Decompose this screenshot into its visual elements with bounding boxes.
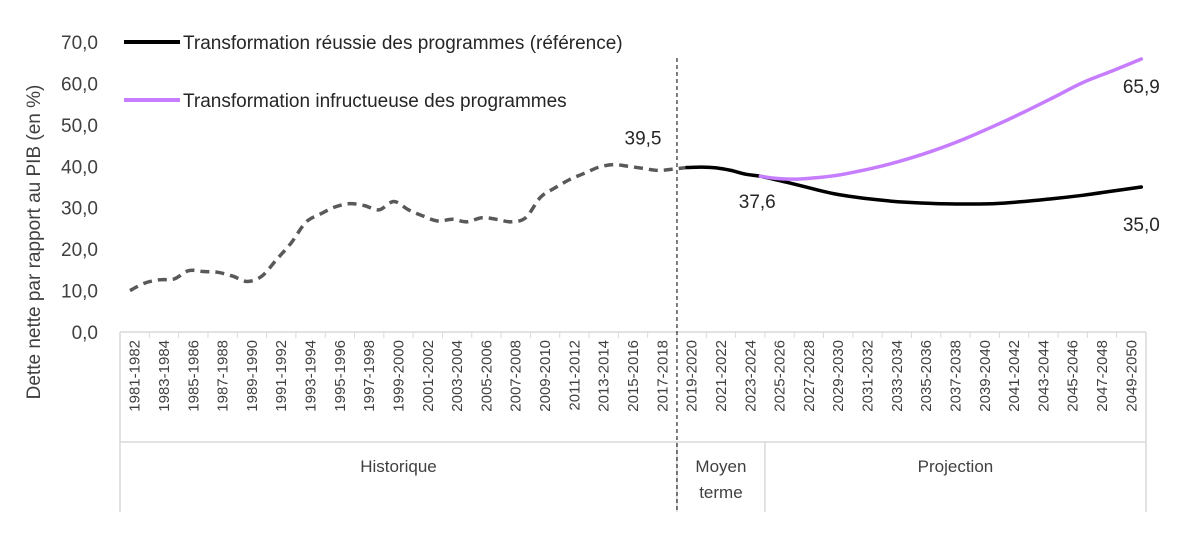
x-tick-label: 2047-2048 [1094,340,1111,412]
x-tick-label: 1993-1994 [303,340,320,412]
series-line-unsuccessful [758,57,1144,181]
data-label: 39,5 [625,128,662,149]
x-axis-groups: Historique Moyen terme Projection [120,58,1146,512]
x-tick-label: 2033-2034 [889,340,906,412]
x-tick-label: 2009-2010 [537,340,554,412]
y-tick-label: 60,0 [61,74,98,95]
legend-label: Transformation infructueuse des programm… [183,91,567,112]
x-tick-label: 1991-1992 [273,340,290,412]
x-tick-label: 2037-2038 [947,340,964,412]
x-tick-label: 2031-2032 [860,340,877,412]
y-tick-label: 20,0 [61,240,98,261]
y-tick-label: 30,0 [61,199,98,220]
y-tick-label: 40,0 [61,157,98,178]
y-tick-label: 0,0 [72,323,98,344]
x-tick-label: 2001-2002 [420,340,437,412]
y-tick-label: 10,0 [61,282,98,303]
x-tick-label: 2025-2026 [772,340,789,412]
y-tick-label: 70,0 [61,33,98,54]
x-tick-label: 2045-2046 [1065,340,1082,412]
x-tick-label: 2019-2020 [684,340,701,412]
x-tick-label: 2043-2044 [1035,340,1052,412]
legend: Transformation réussie des programmes (r… [124,33,623,112]
x-tick-label: 2027-2028 [801,340,818,412]
x-tick-label: 2013-2014 [596,340,613,412]
x-tick-label: 2011-2012 [566,340,583,411]
y-axis: 0,0 10,0 20,0 30,0 40,0 50,0 60,0 70,0 [61,33,98,344]
x-tick-label: 2021-2022 [713,340,730,412]
data-label: 35,0 [1123,215,1160,236]
group-label: Historique [360,457,437,476]
x-tick-label: 2029-2030 [830,340,847,412]
x-tick-label: 2017-2018 [654,340,671,412]
x-tick-label: 1983-1984 [156,340,173,412]
series-lines [129,57,1144,293]
x-tick-label: 2041-2042 [1006,340,1023,412]
x-tick-label: 1995-1996 [332,340,349,412]
x-tick-label: 1989-1990 [244,340,261,412]
series-line-reference [685,165,1144,206]
y-axis-label: Dette nette par rapport au PIB (en %) [24,85,45,400]
x-tick-label: 2003-2004 [449,340,466,412]
group-label: terme [699,483,742,502]
historical-line [129,162,688,293]
data-label: 37,6 [739,192,776,213]
x-tick-label: 2035-2036 [918,340,935,412]
x-tick-label: 2049-2050 [1123,340,1140,412]
x-axis: 1981-1982 1983-1984 1985-1986 1987-1988 1989… [127,332,1140,412]
group-label: Projection [918,457,994,476]
x-tick-label: 1987-1988 [215,340,232,412]
axes-frame [119,331,1147,512]
x-tick-label: 1985-1986 [185,340,202,412]
x-tick-label: 1997-1998 [361,340,378,412]
x-tick-label: 2023-2024 [742,340,759,412]
x-tick-label: 1981-1982 [127,340,144,412]
group-label: Moyen [695,457,746,476]
data-label: 65,9 [1123,77,1160,98]
x-tick-label: 2039-2040 [977,340,994,412]
x-tick-label: 2005-2006 [478,340,495,412]
x-tick-label: 1999-2000 [390,340,407,412]
legend-label: Transformation réussie des programmes (r… [183,33,623,54]
y-tick-label: 50,0 [61,116,98,137]
data-labels: 39,5 37,6 65,9 35,0 [625,77,1160,236]
x-tick-label: 2015-2016 [625,340,642,412]
x-tick-label: 2007-2008 [508,340,525,412]
